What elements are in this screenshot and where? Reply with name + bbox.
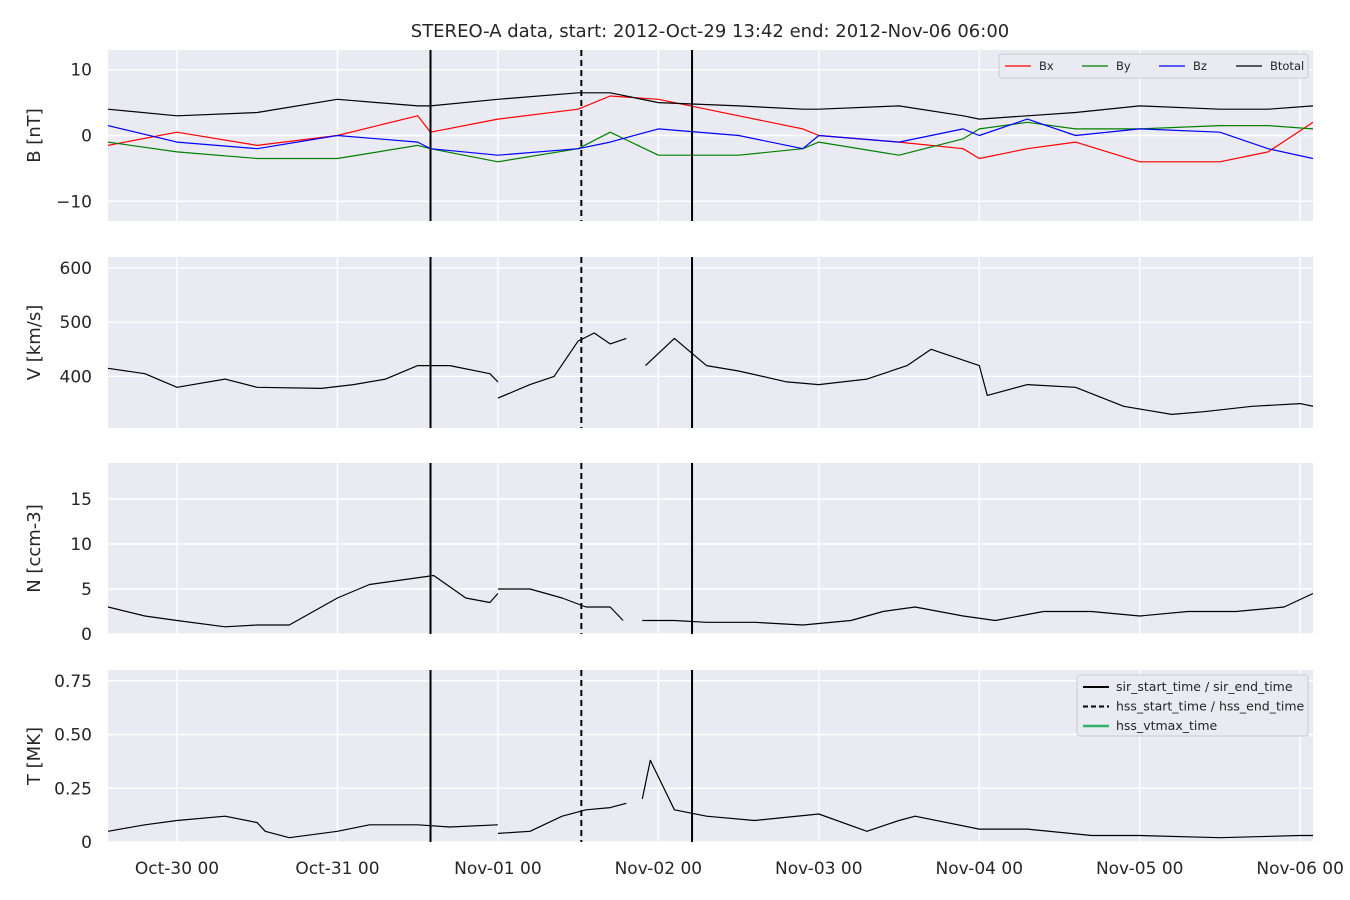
y-tick-label: 0.25: [54, 779, 92, 799]
x-tick-label: Nov-06 00: [1256, 859, 1344, 879]
series-group: [108, 332, 1313, 415]
y-tick-label: 0: [81, 625, 92, 645]
y-tick-label: 0.50: [54, 726, 92, 746]
legend-label: Btotal: [1270, 59, 1304, 73]
y-axis-label: B [nT]: [24, 108, 45, 163]
series-line-bz: [108, 118, 1313, 160]
series-line-bx: [108, 95, 1313, 163]
legend-box: [998, 53, 1309, 79]
x-tick-label: Nov-02 00: [615, 859, 703, 879]
y-axis-label: N [ccm-3]: [24, 504, 45, 593]
plot-area: [108, 463, 1313, 634]
legend-box: [1076, 674, 1309, 737]
y-axis-label: V [km/s]: [24, 305, 45, 380]
figure-title: STEREO-A data, start: 2012-Oct-29 13:42 …: [411, 21, 1009, 42]
legend-label: Bz: [1193, 59, 1207, 73]
legend-label: Bx: [1039, 59, 1054, 73]
series-group: [108, 574, 1313, 628]
legend-label: hss_start_time / hss_end_time: [1116, 699, 1305, 714]
x-tick-label: Nov-05 00: [1096, 859, 1184, 879]
series-line-data: [108, 332, 1313, 415]
x-axis: Oct-30 00 Oct-31 00 Nov-01 00 Nov-02 00 Nov-…: [135, 859, 1344, 879]
legend-b: Bx By Bz Btotal: [998, 53, 1309, 79]
y-tick-label: −10: [56, 192, 92, 212]
y-tick-label: 10: [70, 535, 92, 555]
b-panel: −10 0 10 B [nT] Bx By Bz Btotal: [24, 50, 1313, 221]
series-group: [108, 92, 1313, 163]
y-tick-label: 15: [70, 490, 92, 510]
x-tick-label: Oct-31 00: [295, 859, 379, 879]
legend-label: hss_vtmax_time: [1116, 718, 1218, 733]
series-line-data: [108, 759, 1313, 839]
y-tick-label: 600: [60, 259, 92, 279]
y-tick-label: 10: [70, 61, 92, 81]
x-tick-label: Nov-04 00: [935, 859, 1023, 879]
y-tick-label: 0: [81, 833, 92, 853]
t-panel: 0 0.25 0.50 0.75 T [MK] sir_start_time / sir_…: [24, 670, 1313, 853]
plot-area: [108, 257, 1313, 428]
series-line-btotal: [108, 92, 1313, 120]
series-group: [108, 759, 1313, 839]
y-tick-label: 0.75: [54, 672, 92, 692]
x-tick-label: Oct-30 00: [135, 859, 219, 879]
legend-t: sir_start_time / sir_end_time hss_start_t…: [1076, 674, 1309, 737]
x-tick-label: Nov-01 00: [454, 859, 542, 879]
legend-label: sir_start_time / sir_end_time: [1116, 679, 1293, 694]
x-tick-label: Nov-03 00: [775, 859, 863, 879]
series-line-data: [108, 574, 1313, 628]
y-axis-label: T [MK]: [24, 727, 45, 786]
n-panel: 0 5 10 15 N [ccm-3]: [24, 463, 1313, 645]
series-line-by: [108, 121, 1313, 163]
v-panel: 400 500 600 V [km/s]: [24, 257, 1313, 428]
y-tick-label: 5: [81, 580, 92, 600]
y-tick-label: 500: [60, 313, 92, 333]
y-tick-label: 0: [81, 127, 92, 147]
legend-label: By: [1116, 59, 1131, 73]
y-tick-label: 400: [60, 367, 92, 387]
